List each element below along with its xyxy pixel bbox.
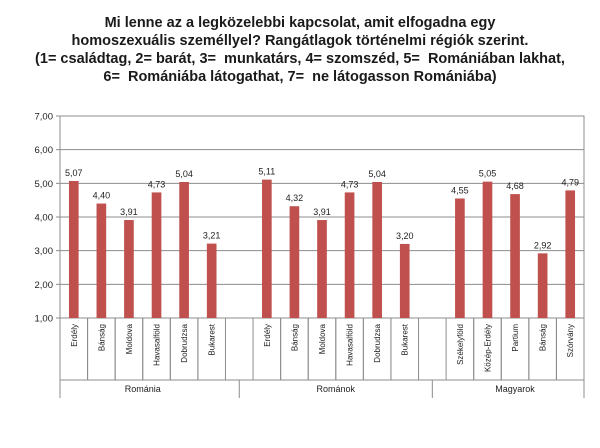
x-tick-label: Bukarest	[401, 323, 410, 355]
chart-title: Mi lenne az a legközelebbi kapcsolat, am…	[0, 14, 600, 86]
data-label: 5,07	[65, 168, 83, 178]
x-tick-label: Szórvány	[566, 324, 575, 357]
bar	[510, 194, 520, 318]
bar	[289, 206, 300, 318]
x-tick-label: Havasalföld	[346, 324, 355, 366]
y-tick-label: 5,00	[35, 179, 54, 190]
bar	[372, 181, 382, 318]
title-line-2: homoszexuális személlyel? Rangátlagok tö…	[71, 33, 529, 49]
data-label: 4,73	[341, 179, 359, 189]
bar	[262, 179, 272, 318]
bar	[344, 192, 355, 318]
title-line-3: (1= családtag, 2= barát, 3= munkatárs, 4…	[35, 51, 565, 67]
data-label: 4,73	[148, 179, 166, 189]
y-tick-label: 4,00	[35, 213, 54, 224]
x-tick-label: Dobrudzsa	[180, 323, 189, 362]
data-label: 4,55	[451, 185, 469, 195]
bar	[482, 181, 493, 318]
bar	[537, 253, 548, 318]
y-tick-label: 7,00	[35, 112, 54, 123]
x-tick-label: Bánság	[290, 324, 299, 351]
x-tick-label: Bánság	[539, 324, 548, 351]
group-label: Magyarok	[495, 384, 535, 394]
bar	[317, 220, 327, 318]
x-tick-label: Partium	[511, 324, 520, 352]
data-label: 4,68	[506, 181, 524, 191]
x-tick-label: Erdély	[263, 324, 272, 347]
x-tick-label: Dobrudzsa	[373, 323, 382, 362]
data-label: 3,91	[120, 207, 138, 217]
bar	[455, 198, 465, 318]
bar	[206, 243, 217, 318]
data-label: 3,91	[313, 207, 331, 217]
x-tick-label: Bánság	[97, 324, 106, 351]
y-tick-label: 3,00	[35, 246, 54, 257]
x-tick-label: Moldova	[125, 323, 134, 354]
group-label: Románia	[125, 384, 161, 394]
group-label: Románok	[317, 384, 356, 394]
data-label: 4,40	[93, 191, 111, 201]
title-line-1: Mi lenne az a legközelebbi kapcsolat, am…	[104, 15, 496, 31]
x-tick-label: Havasalföld	[153, 324, 162, 366]
x-tick-label: Közép-Erdély	[483, 324, 492, 372]
data-label: 5,04	[175, 169, 193, 179]
data-label: 5,05	[479, 169, 497, 179]
x-tick-label: Erdély	[70, 324, 79, 347]
data-label: 3,20	[396, 231, 414, 241]
bar	[399, 243, 410, 318]
x-tick-label: Bukarest	[208, 323, 217, 355]
data-label: 5,11	[258, 167, 275, 177]
y-tick-label: 6,00	[35, 145, 54, 156]
data-label: 4,32	[286, 193, 304, 203]
bar	[151, 192, 162, 318]
bar	[565, 190, 576, 318]
title-line-4: 6= Romániába látogathat, 7= ne látogasso…	[103, 69, 497, 85]
y-tick-label: 1,00	[35, 314, 54, 325]
bar	[96, 203, 107, 318]
data-label: 5,04	[368, 169, 386, 179]
x-tick-label: Székelyföld	[456, 324, 465, 365]
data-label: 2,92	[534, 240, 552, 250]
data-label: 3,21	[203, 231, 221, 241]
x-tick-label: Moldova	[318, 323, 327, 354]
bar	[124, 220, 134, 318]
bar	[179, 181, 189, 318]
data-label: 4,79	[561, 177, 579, 187]
bar	[68, 180, 79, 318]
y-tick-label: 2,00	[35, 280, 54, 291]
